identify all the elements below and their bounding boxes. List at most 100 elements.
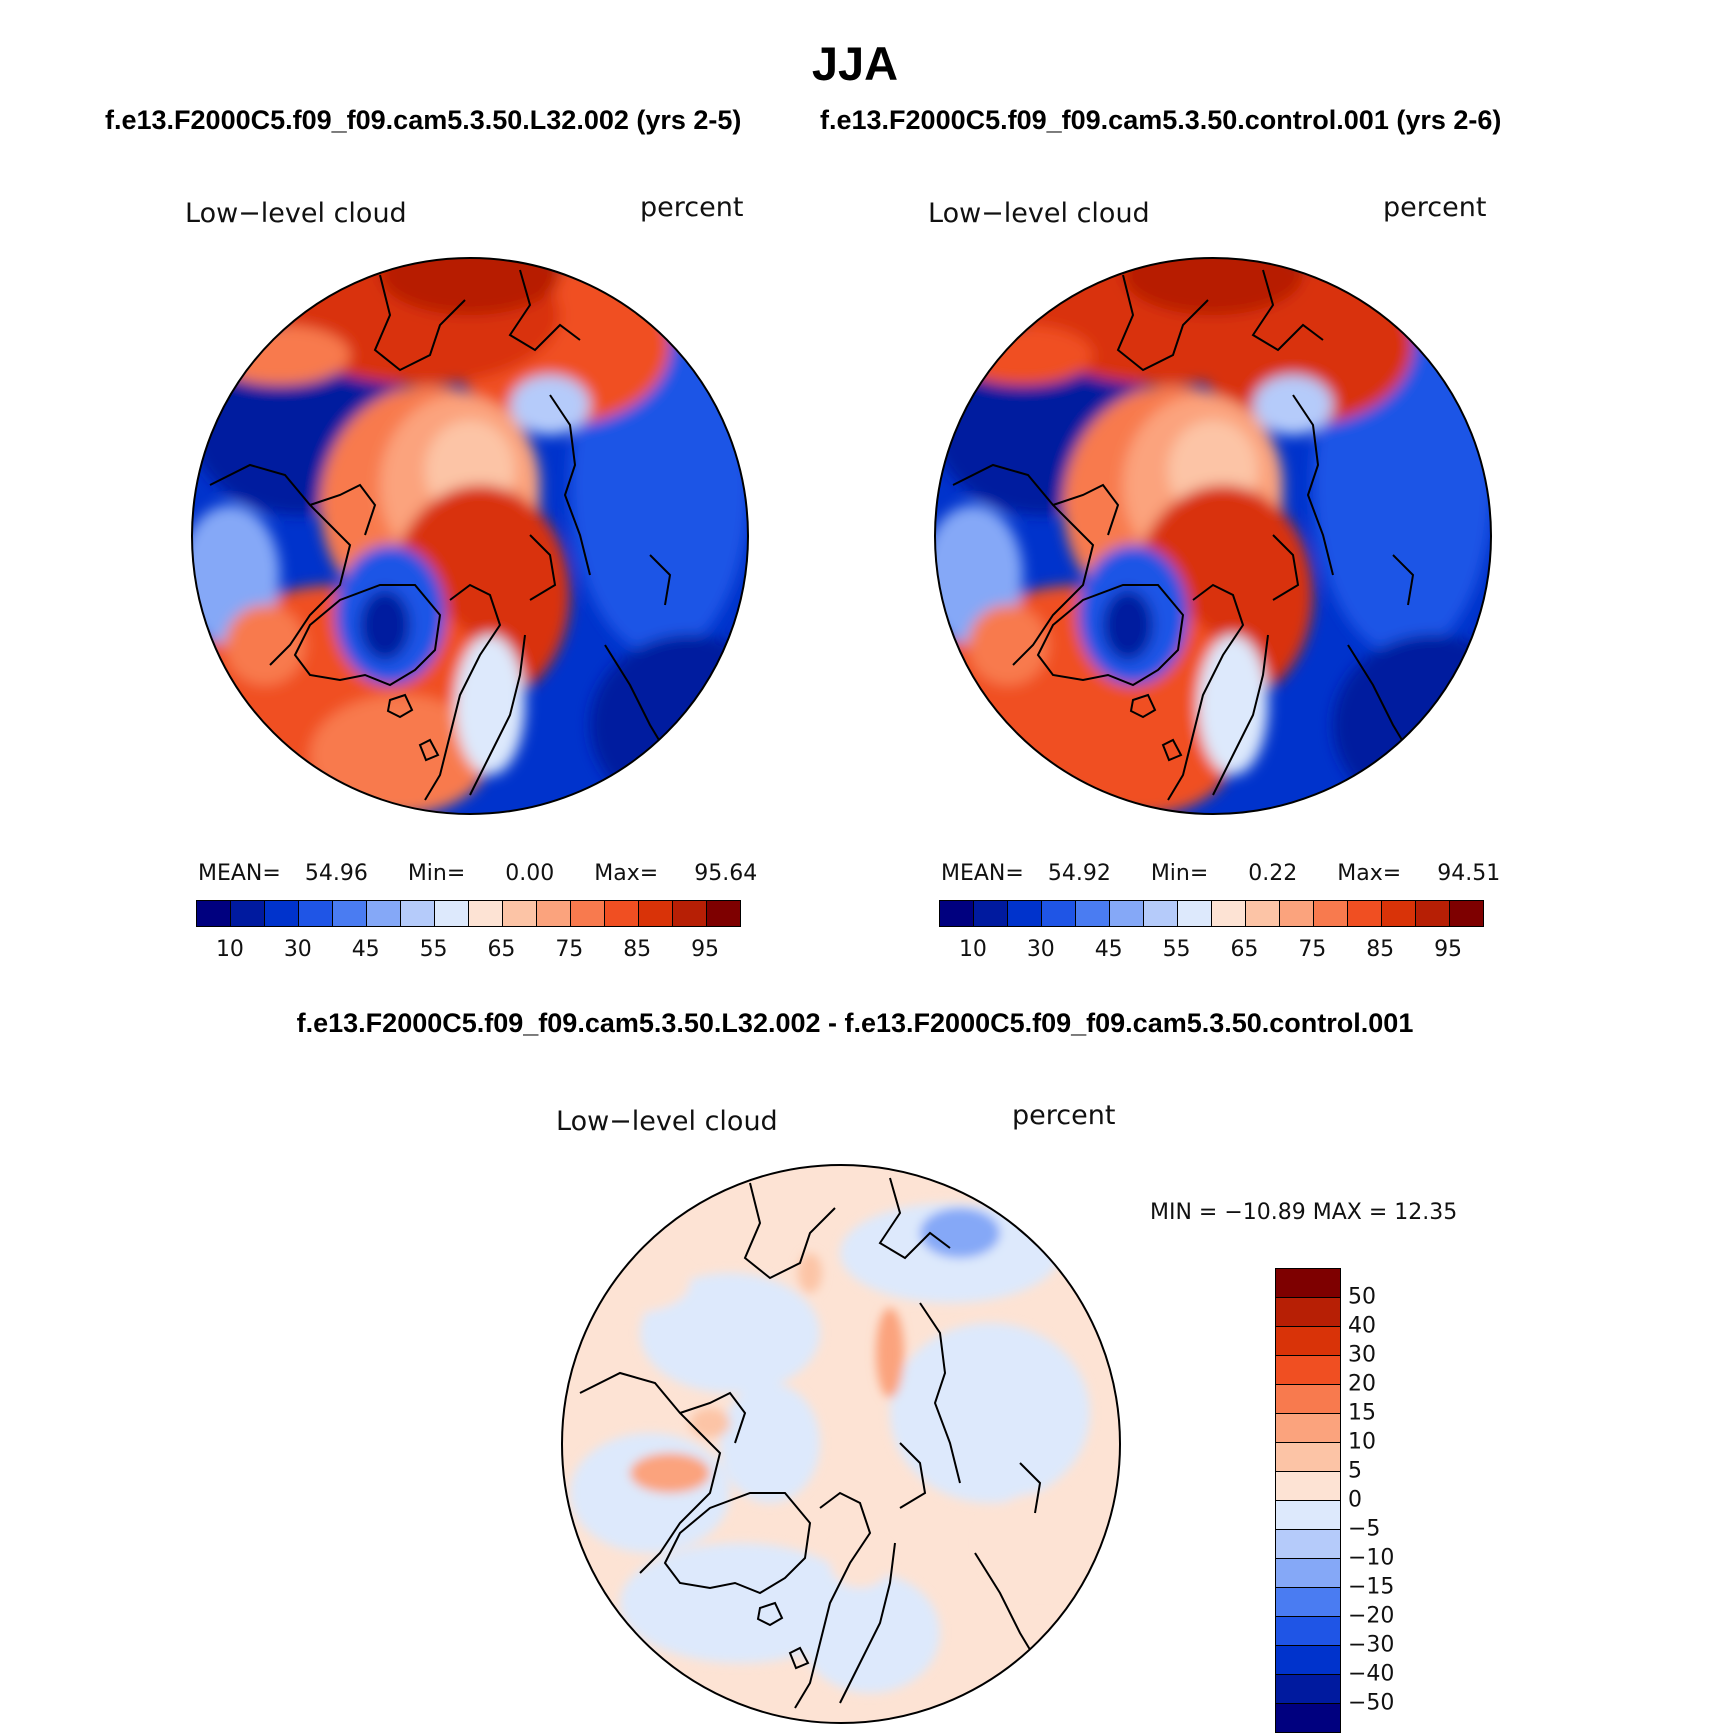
diff-colorbar-tick: 15 [1348, 1400, 1376, 1426]
left-colorbar-box [265, 901, 299, 926]
right-colorbar-tick: 85 [1366, 937, 1395, 962]
right-colorbar-box [1280, 901, 1314, 926]
left-colorbar-box [367, 901, 401, 926]
diff-colorbar-box [1276, 1472, 1340, 1501]
right-colorbar [939, 900, 1484, 927]
right-case-title: f.e13.F2000C5.f09_f09.cam5.3.50.control.… [820, 105, 1502, 135]
right-mean-value: 54.92 [1047, 861, 1111, 886]
right-colorbar-box [1416, 901, 1450, 926]
left-min-value: 0.00 [505, 861, 555, 886]
left-colorbar-box [639, 901, 673, 926]
diff-units-label: percent [1012, 1100, 1116, 1131]
left-colorbar-tick: 85 [623, 937, 652, 962]
left-units-label: percent [640, 192, 744, 223]
left-colorbar-box [435, 901, 469, 926]
diff-case-title: f.e13.F2000C5.f09_f09.cam5.3.50.L32.002 … [296, 1008, 1414, 1038]
left-colorbar-ticks: 10 30 45 55 65 75 85 95 [196, 937, 739, 963]
left-colorbar-box [197, 901, 231, 926]
left-polar-map [191, 257, 749, 815]
diff-colorbar-tick: 30 [1348, 1342, 1376, 1368]
diff-colorbar-tick: −50 [1348, 1690, 1395, 1716]
left-min-label: Min= [407, 861, 466, 886]
right-colorbar-ticks: 10 30 45 55 65 75 85 95 [939, 937, 1482, 963]
right-colorbar-tick: 10 [958, 937, 987, 962]
diff-colorbar-tick: 5 [1348, 1458, 1362, 1484]
left-colorbar-box [469, 901, 503, 926]
figure-title: JJA [811, 37, 899, 90]
left-colorbar-box [571, 901, 605, 926]
right-colorbar-tick: 30 [1026, 937, 1055, 962]
left-mean-label: MEAN= [198, 861, 281, 886]
diff-colorbar-tick: 0 [1348, 1487, 1362, 1513]
right-colorbar-tick: 55 [1162, 937, 1191, 962]
left-max-value: 95.64 [694, 861, 758, 886]
left-stats: MEAN= 54.96 Min= 0.00 Max= 95.64 [198, 861, 757, 886]
diff-colorbar-tick: 20 [1348, 1371, 1376, 1397]
left-colorbar-box [605, 901, 639, 926]
right-colorbar-box [940, 901, 974, 926]
diff-colorbar-box [1276, 1356, 1340, 1385]
diff-colorbar-box [1276, 1617, 1340, 1646]
diff-colorbar-tick: 10 [1348, 1429, 1376, 1455]
diff-colorbar [1275, 1268, 1341, 1733]
right-stats: MEAN= 54.92 Min= 0.22 Max= 94.51 [941, 861, 1500, 886]
right-colorbar-box [1008, 901, 1042, 926]
left-colorbar-tick: 75 [555, 937, 584, 962]
left-colorbar-tick: 55 [419, 937, 448, 962]
right-colorbar-box [1178, 901, 1212, 926]
left-colorbar-tick: 45 [351, 937, 380, 962]
right-colorbar-tick: 45 [1094, 937, 1123, 962]
right-mean-label: MEAN= [941, 861, 1024, 886]
left-colorbar-tick: 95 [691, 937, 720, 962]
left-max-label: Max= [594, 861, 659, 886]
left-colorbar-box [537, 901, 571, 926]
right-colorbar-box [1382, 901, 1416, 926]
diff-colorbar-tick: 40 [1348, 1313, 1376, 1339]
diff-colorbar-box [1276, 1443, 1340, 1472]
left-colorbar-box [299, 901, 333, 926]
diff-colorbar-box [1276, 1414, 1340, 1443]
diff-polar-map [561, 1164, 1121, 1724]
diff-colorbar-box [1276, 1588, 1340, 1617]
left-colorbar [196, 900, 741, 927]
right-colorbar-box [1348, 901, 1382, 926]
right-colorbar-box [1042, 901, 1076, 926]
left-colorbar-box [503, 901, 537, 926]
diff-colorbar-box [1276, 1298, 1340, 1327]
left-mean-value: 54.96 [304, 861, 368, 886]
right-colorbar-tick: 65 [1230, 937, 1259, 962]
right-max-value: 94.51 [1437, 861, 1501, 886]
diff-colorbar-tick: −40 [1348, 1661, 1395, 1687]
left-colorbar-box [231, 901, 265, 926]
right-colorbar-tick: 95 [1434, 937, 1463, 962]
left-colorbar-tick: 10 [215, 937, 244, 962]
diff-colorbar-box [1276, 1646, 1340, 1675]
left-case-title: f.e13.F2000C5.f09_f09.cam5.3.50.L32.002 … [105, 105, 742, 135]
right-colorbar-box [1450, 901, 1483, 926]
right-colorbar-box [1110, 901, 1144, 926]
diff-colorbar-tick: −5 [1348, 1516, 1381, 1542]
right-colorbar-box [1314, 901, 1348, 926]
left-colorbar-tick: 30 [283, 937, 312, 962]
right-colorbar-box [1076, 901, 1110, 926]
diff-variable-label: Low−level cloud [556, 1106, 778, 1137]
right-colorbar-box [1144, 901, 1178, 926]
right-colorbar-tick: 75 [1298, 937, 1327, 962]
right-colorbar-box [974, 901, 1008, 926]
right-max-label: Max= [1337, 861, 1402, 886]
diff-colorbar-box [1276, 1530, 1340, 1559]
left-colorbar-box [401, 901, 435, 926]
left-colorbar-tick: 65 [487, 937, 516, 962]
left-colorbar-box [673, 901, 707, 926]
diff-colorbar-tick: −30 [1348, 1632, 1395, 1658]
diff-colorbar-box [1276, 1675, 1340, 1704]
diff-colorbar-tick: −15 [1348, 1574, 1395, 1600]
right-colorbar-box [1246, 901, 1280, 926]
diff-colorbar-box [1276, 1501, 1340, 1530]
left-colorbar-box [333, 901, 367, 926]
diff-colorbar-box [1276, 1385, 1340, 1414]
diff-colorbar-box [1276, 1704, 1340, 1732]
right-min-label: Min= [1150, 861, 1209, 886]
left-colorbar-box [707, 901, 740, 926]
diff-colorbar-box [1276, 1327, 1340, 1356]
